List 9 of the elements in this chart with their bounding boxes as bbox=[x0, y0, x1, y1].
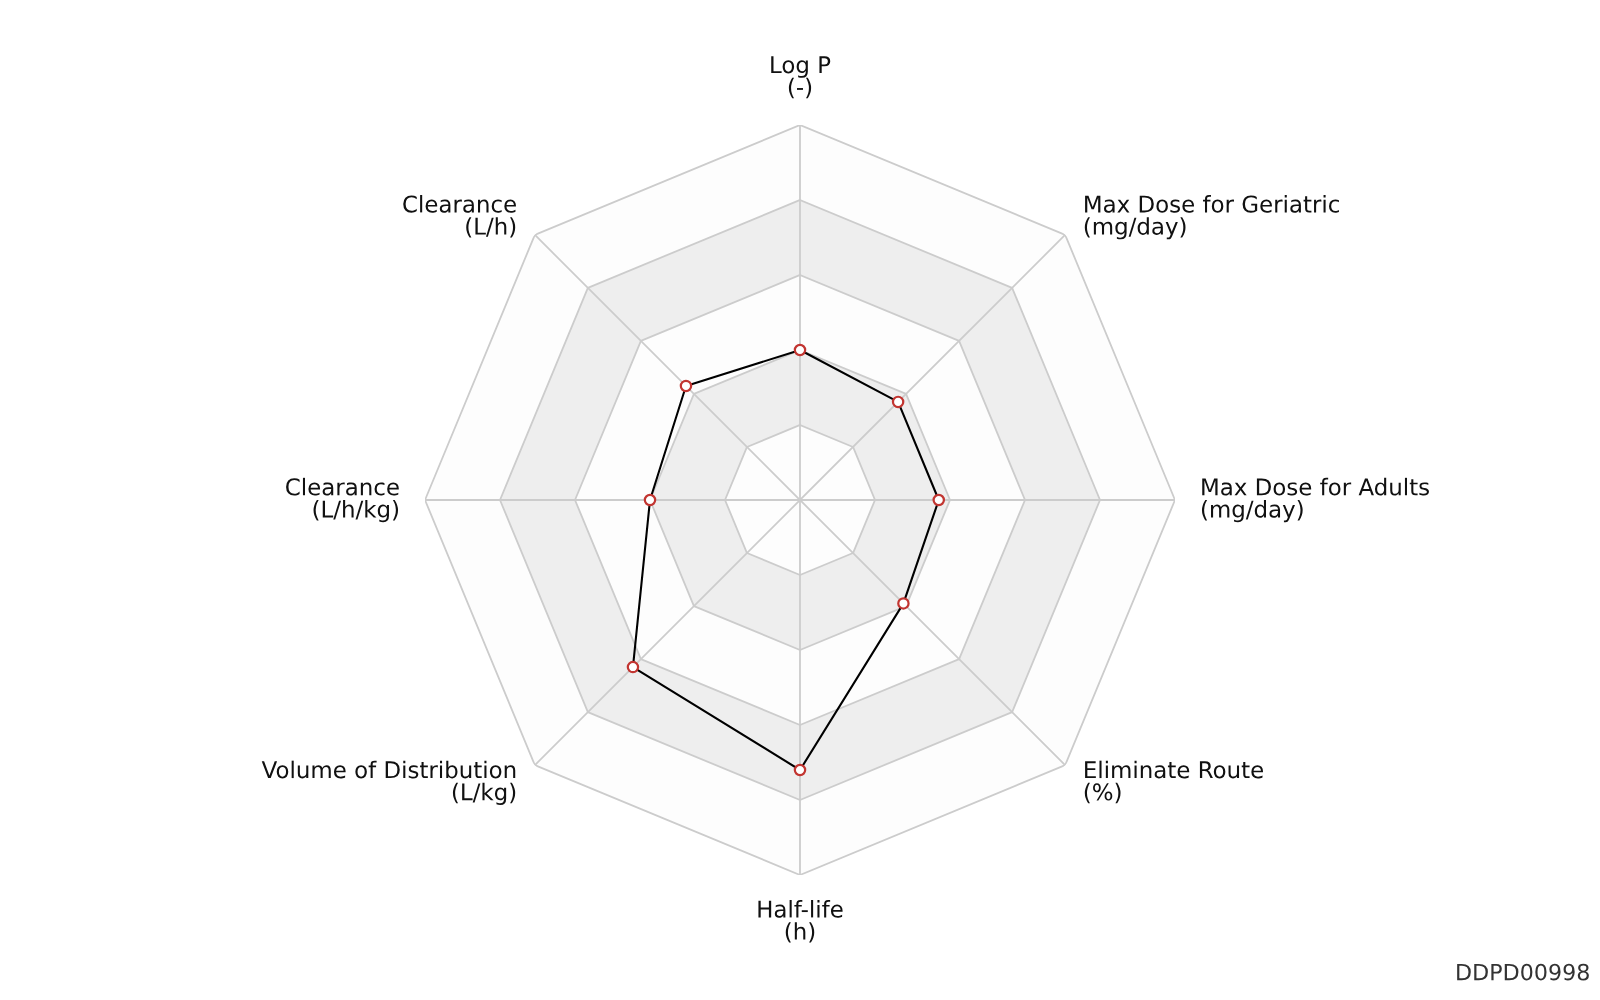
spoke-label: Clearance (L/h) bbox=[403, 194, 516, 238]
text: DDPD00998 bbox=[1457, 963, 1589, 981]
spoke-label: Half-life (h) bbox=[758, 900, 843, 943]
spoke-label: Max Dose for Adults (mg/day) bbox=[1201, 477, 1429, 523]
spoke-label: Max Dose for Geriatric (mg/day) bbox=[1084, 194, 1339, 240]
spoke-label: Eliminate Route (%) bbox=[1084, 760, 1263, 804]
spoke-label: Clearance (L/h/kg) bbox=[286, 477, 399, 523]
spoke-label: Log P (-) bbox=[771, 56, 831, 99]
spoke-label: Volume of Distribution (L/kg) bbox=[261, 760, 516, 806]
